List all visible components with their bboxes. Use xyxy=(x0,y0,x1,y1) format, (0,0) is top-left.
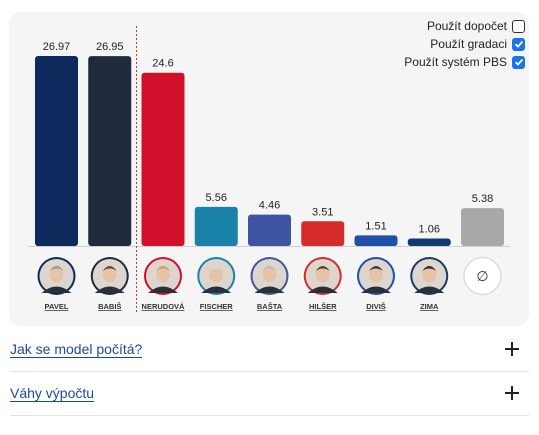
accordion-weights[interactable]: Váhy výpočtu xyxy=(10,371,529,416)
avatar-face xyxy=(209,265,224,283)
candidate-name: BABIŠ xyxy=(98,302,121,311)
bar xyxy=(141,72,185,247)
candidate-name: DIVIŠ xyxy=(366,302,386,311)
avatar-hair xyxy=(209,266,224,271)
option-label: Použít dopočet xyxy=(426,19,507,33)
candidate-name: BAŠTA xyxy=(257,302,283,311)
bar xyxy=(301,221,345,246)
accordion-model[interactable]: Jak se model počítá? xyxy=(10,327,529,372)
candidate-avatar xyxy=(410,257,449,295)
bar-value-label: 5.38 xyxy=(472,193,493,205)
avatar-body xyxy=(41,286,72,293)
bar-value-label: 26.97 xyxy=(43,41,71,53)
option-label: Použít systém PBS xyxy=(404,55,507,69)
candidate-avatar xyxy=(90,257,129,295)
candidate-avatar xyxy=(37,257,76,295)
accordion-title[interactable]: Váhy výpočtu xyxy=(10,384,95,402)
bar-value-label: 24.6 xyxy=(152,58,173,70)
bar-value-label: 4.46 xyxy=(259,200,280,212)
option-gradace[interactable]: Použít gradaci xyxy=(404,35,525,53)
plus-icon[interactable] xyxy=(505,386,519,400)
avatar-face xyxy=(315,265,330,283)
bar-chart: 26.97 26.95 24.6 5.56 4.46 3.51 1.51 1.06 5.38 PA… xyxy=(28,26,510,312)
avatar-hair xyxy=(49,266,64,271)
avatar-hair xyxy=(156,266,170,271)
avatar-body xyxy=(414,286,445,293)
avatar-hair xyxy=(315,266,330,271)
bar xyxy=(354,235,398,246)
avatar-face xyxy=(49,265,64,283)
candidate-avatar xyxy=(197,257,236,295)
none-avatar: ∅ xyxy=(463,256,502,296)
avatar-hair xyxy=(102,266,117,271)
checkbox-dopocet[interactable] xyxy=(512,19,525,33)
bar xyxy=(248,214,291,246)
candidate-avatar xyxy=(357,257,395,295)
option-pbs[interactable]: Použít systém PBS xyxy=(404,53,525,71)
option-label: Použít gradaci xyxy=(430,37,507,51)
accordion-title[interactable]: Jak se model počítá? xyxy=(10,340,143,358)
bar xyxy=(407,238,451,246)
candidate-name: FISCHER xyxy=(200,302,234,311)
checkbox-pbs[interactable] xyxy=(512,55,525,69)
candidate-name: PAVEL xyxy=(45,302,69,311)
candidate-avatar xyxy=(250,257,289,295)
avatar-hair xyxy=(369,266,383,271)
avatar-body xyxy=(361,286,391,293)
candidate-avatar xyxy=(303,257,342,295)
bar-value-label: 3.51 xyxy=(312,206,333,218)
avatar-face xyxy=(102,265,117,283)
avatar-body xyxy=(254,286,285,293)
candidate-avatar xyxy=(144,257,182,295)
bar-value-label: 1.51 xyxy=(365,220,386,232)
avatar-face xyxy=(369,265,383,283)
bar-value-label: 1.06 xyxy=(419,224,440,236)
avatar-ring xyxy=(463,256,502,296)
checkbox-gradace[interactable] xyxy=(512,37,525,51)
bar xyxy=(194,206,238,246)
empty-set-icon: ∅ xyxy=(476,269,488,285)
plus-icon[interactable] xyxy=(505,342,519,356)
bar-value-label: 5.56 xyxy=(206,192,227,204)
candidate-name: ZIMA xyxy=(420,302,439,311)
candidate-name: HILŠER xyxy=(309,302,337,311)
avatar-body xyxy=(307,286,338,293)
avatar-body xyxy=(148,286,178,293)
avatar-hair xyxy=(262,266,277,271)
avatar-body xyxy=(94,286,125,293)
bar-value-label: 26.95 xyxy=(96,41,124,53)
avatar-body xyxy=(201,286,232,293)
bar xyxy=(461,208,504,246)
model-options: Použít dopočet Použít gradaci Použít sys… xyxy=(404,17,525,71)
candidate-name: NERUDOVÁ xyxy=(142,302,186,311)
avatar-face xyxy=(262,265,277,283)
option-dopocet[interactable]: Použít dopočet xyxy=(404,17,525,35)
avatar-face xyxy=(422,265,437,283)
bar xyxy=(35,56,78,246)
avatar-hair xyxy=(422,266,437,271)
avatar-face xyxy=(156,265,170,283)
bar xyxy=(88,56,132,246)
